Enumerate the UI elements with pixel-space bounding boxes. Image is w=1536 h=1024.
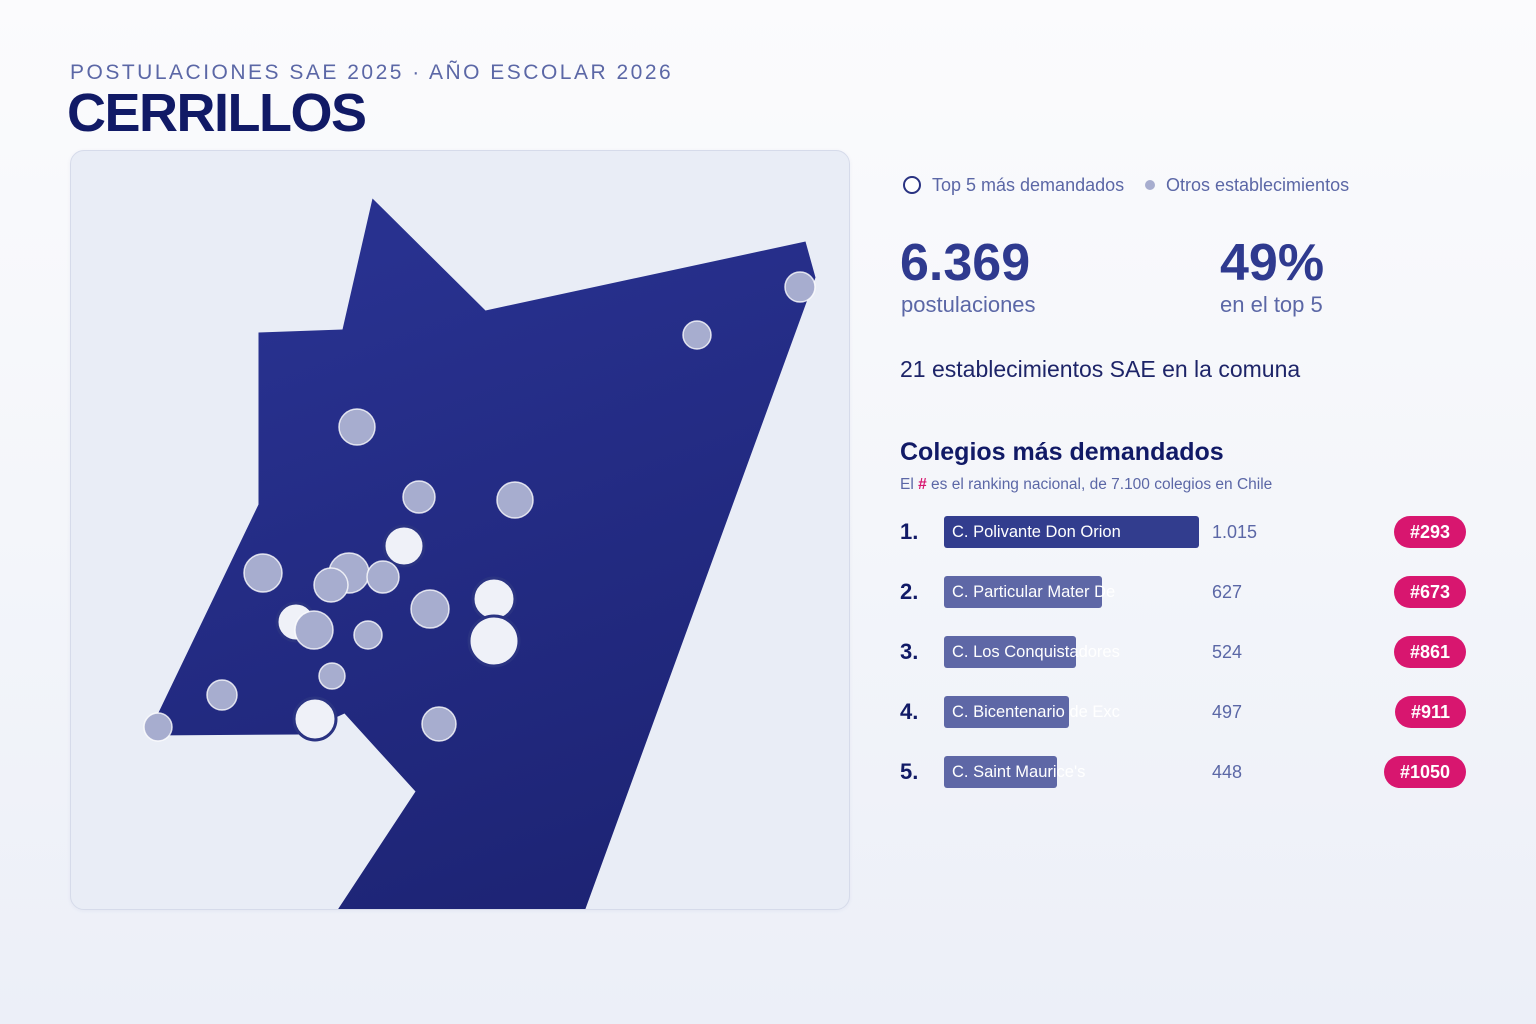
school-marker [293, 609, 334, 650]
ranking-row: 2. C. Particular Mater De 627 #673 [900, 576, 1466, 608]
ranking-note-hash: # [918, 476, 927, 493]
school-marker [317, 661, 346, 690]
ranking-note-before: El [900, 476, 914, 493]
school-marker [242, 552, 283, 593]
school-marker [142, 711, 173, 742]
school-marker-top5 [382, 524, 425, 567]
top5-share-value: 49% [1220, 234, 1325, 292]
ranking-row: 3. C. Los Conquistadores 524 #861 [900, 636, 1466, 668]
national-rank-badge: #293 [1393, 516, 1466, 548]
school-name: C. Saint Maurice's [952, 763, 1086, 781]
school-marker [312, 566, 349, 603]
school-marker [783, 270, 816, 303]
national-rank-badge: #673 [1393, 576, 1466, 608]
applications-label: postulaciones [901, 292, 1036, 317]
applications-bar [944, 576, 1102, 608]
ranking-position: 5. [900, 759, 919, 784]
applications-bar [944, 516, 1199, 548]
page-title: CERRILLOS [67, 83, 367, 143]
ranking-position: 2. [900, 579, 919, 604]
school-marker [352, 619, 383, 650]
national-rank-badge: #1050 [1383, 756, 1466, 788]
school-marker [365, 559, 400, 594]
school-marker [495, 480, 534, 519]
school-name: C. Particular Mater De [952, 583, 1116, 601]
applications-bar [944, 756, 1057, 788]
ranking-note: El # es el ranking nacional, de 7.100 co… [900, 477, 1272, 493]
applications-value: 6.369 [900, 234, 1031, 292]
applications-count: 1.015 [1212, 522, 1258, 542]
school-markers-layer [142, 270, 816, 742]
school-name: C. Los Conquistadores [952, 643, 1120, 661]
school-marker-top5 [292, 696, 337, 741]
legend-others-label: Otros establecimientos [1166, 175, 1350, 195]
ranking-row: 1. C. Polivante Don Orion 1.015 #293 [900, 516, 1466, 548]
school-marker-top5 [467, 614, 520, 667]
school-name: C. Bicentenario de Exc [952, 703, 1120, 721]
schools-summary: 21 establecimientos SAE en la comuna [900, 356, 1301, 382]
school-marker-top5 [471, 576, 516, 621]
legend-top5-label: Top 5 más demandados [932, 175, 1125, 195]
national-rank-badge: #861 [1393, 636, 1466, 668]
ranking-row: 4. C. Bicentenario de Exc 497 #911 [900, 696, 1466, 728]
commune-map [70, 150, 850, 910]
ranking-position: 4. [900, 699, 919, 724]
school-marker [401, 479, 436, 514]
school-marker [420, 705, 457, 742]
ranking-position: 1. [900, 519, 919, 544]
national-rank-badge: #911 [1394, 696, 1466, 728]
ranking-title: Colegios más demandados [900, 438, 1224, 466]
applications-bar [944, 696, 1069, 728]
page-kicker: POSTULACIONES SAE 2025 · AÑO ESCOLAR 202… [70, 61, 674, 84]
school-name: C. Polivante Don Orion [952, 523, 1121, 541]
dot-marker-icon [1145, 180, 1155, 190]
school-marker [681, 319, 712, 350]
ranking-row: 5. C. Saint Maurice's 448 #1050 [900, 756, 1466, 788]
applications-bar [944, 636, 1076, 668]
applications-count: 448 [1212, 762, 1243, 782]
ring-marker-icon [903, 176, 921, 194]
applications-count: 524 [1212, 642, 1243, 662]
applications-count: 627 [1212, 582, 1243, 602]
applications-count: 497 [1212, 702, 1243, 722]
school-marker [337, 407, 376, 446]
ranking-note-after: es el ranking nacional, de 7.100 colegio… [931, 476, 1273, 493]
top5-share-label: en el top 5 [1220, 292, 1323, 317]
school-marker [205, 678, 238, 711]
ranking-position: 3. [900, 639, 919, 664]
school-marker [409, 588, 450, 629]
school-markers [142, 270, 816, 742]
